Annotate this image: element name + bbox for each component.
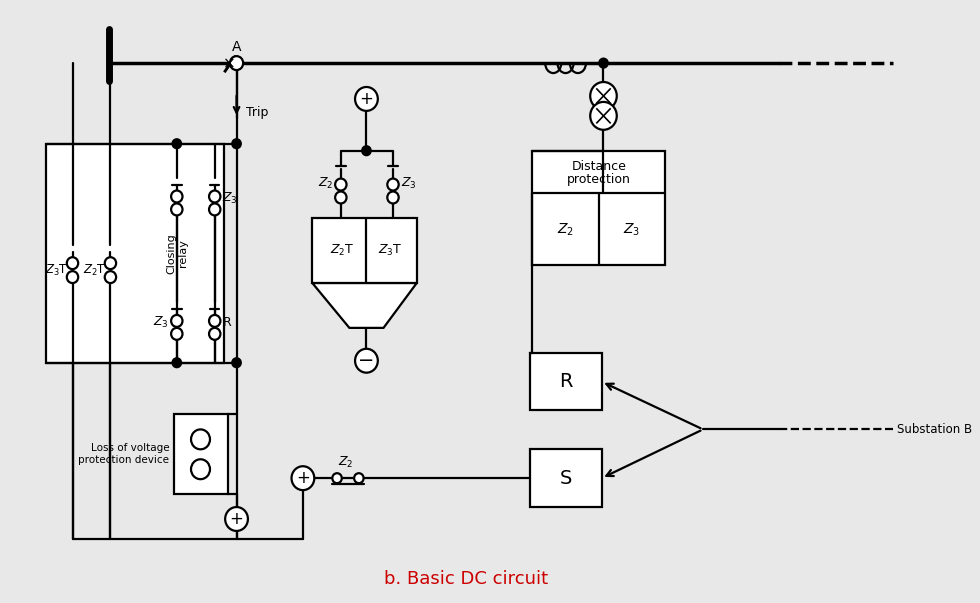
Circle shape [590,102,616,130]
Text: $Z_2$T: $Z_2$T [330,242,355,258]
Circle shape [172,315,182,327]
Text: +: + [360,90,373,108]
Text: $Z_2$T: $Z_2$T [82,262,106,278]
Text: Closing
relay: Closing relay [166,233,187,274]
Circle shape [232,139,241,148]
Circle shape [209,328,221,340]
Text: $Z_2$: $Z_2$ [557,221,574,238]
Bar [46,144,224,363]
Circle shape [590,82,616,110]
Text: $Z_3$T: $Z_3$T [378,242,403,258]
Text: S: S [560,469,571,488]
Circle shape [291,466,315,490]
Bar [530,449,602,507]
Text: Distance: Distance [571,160,626,173]
Polygon shape [313,283,416,328]
Bar [174,414,228,494]
Text: protection: protection [566,173,631,186]
Circle shape [387,192,399,203]
Circle shape [355,349,378,373]
Text: ×: × [222,57,235,72]
Text: R: R [559,372,572,391]
Circle shape [209,191,221,203]
Text: Trip: Trip [246,106,269,119]
Circle shape [335,178,347,191]
Circle shape [354,473,364,483]
Circle shape [232,358,241,367]
Bar [313,218,416,283]
Text: $Z_3$T: $Z_3$T [45,262,68,278]
Circle shape [67,257,78,269]
Circle shape [209,315,221,327]
Circle shape [172,328,182,340]
Circle shape [191,429,210,449]
Text: $Z_2$: $Z_2$ [338,455,354,470]
Circle shape [172,203,182,215]
Circle shape [363,146,370,155]
Text: $Z_3$: $Z_3$ [623,221,641,238]
Circle shape [105,257,116,269]
Circle shape [355,87,378,111]
Circle shape [230,56,243,70]
Circle shape [105,271,116,283]
Circle shape [335,192,347,203]
Circle shape [172,191,182,203]
Circle shape [191,459,210,479]
Text: b. Basic DC circuit: b. Basic DC circuit [384,570,548,588]
Circle shape [172,139,181,148]
Text: +: + [296,469,310,487]
Text: $Z_2$: $Z_2$ [318,176,333,191]
Circle shape [387,178,399,191]
Circle shape [172,358,181,367]
Bar [532,151,665,265]
Text: $Z_3$: $Z_3$ [154,315,170,330]
Circle shape [209,203,221,215]
Text: −: − [359,351,374,370]
Text: +: + [229,510,243,528]
Text: $Z_3$: $Z_3$ [401,176,416,191]
Circle shape [332,473,342,483]
Text: A: A [232,40,241,54]
Text: $Z_3$: $Z_3$ [222,191,238,206]
Circle shape [225,507,248,531]
Text: Loss of voltage
protection device: Loss of voltage protection device [78,443,170,465]
Text: Substation B: Substation B [898,423,972,436]
Text: R: R [222,317,231,329]
Circle shape [599,58,608,68]
Bar [530,353,602,411]
Circle shape [67,271,78,283]
